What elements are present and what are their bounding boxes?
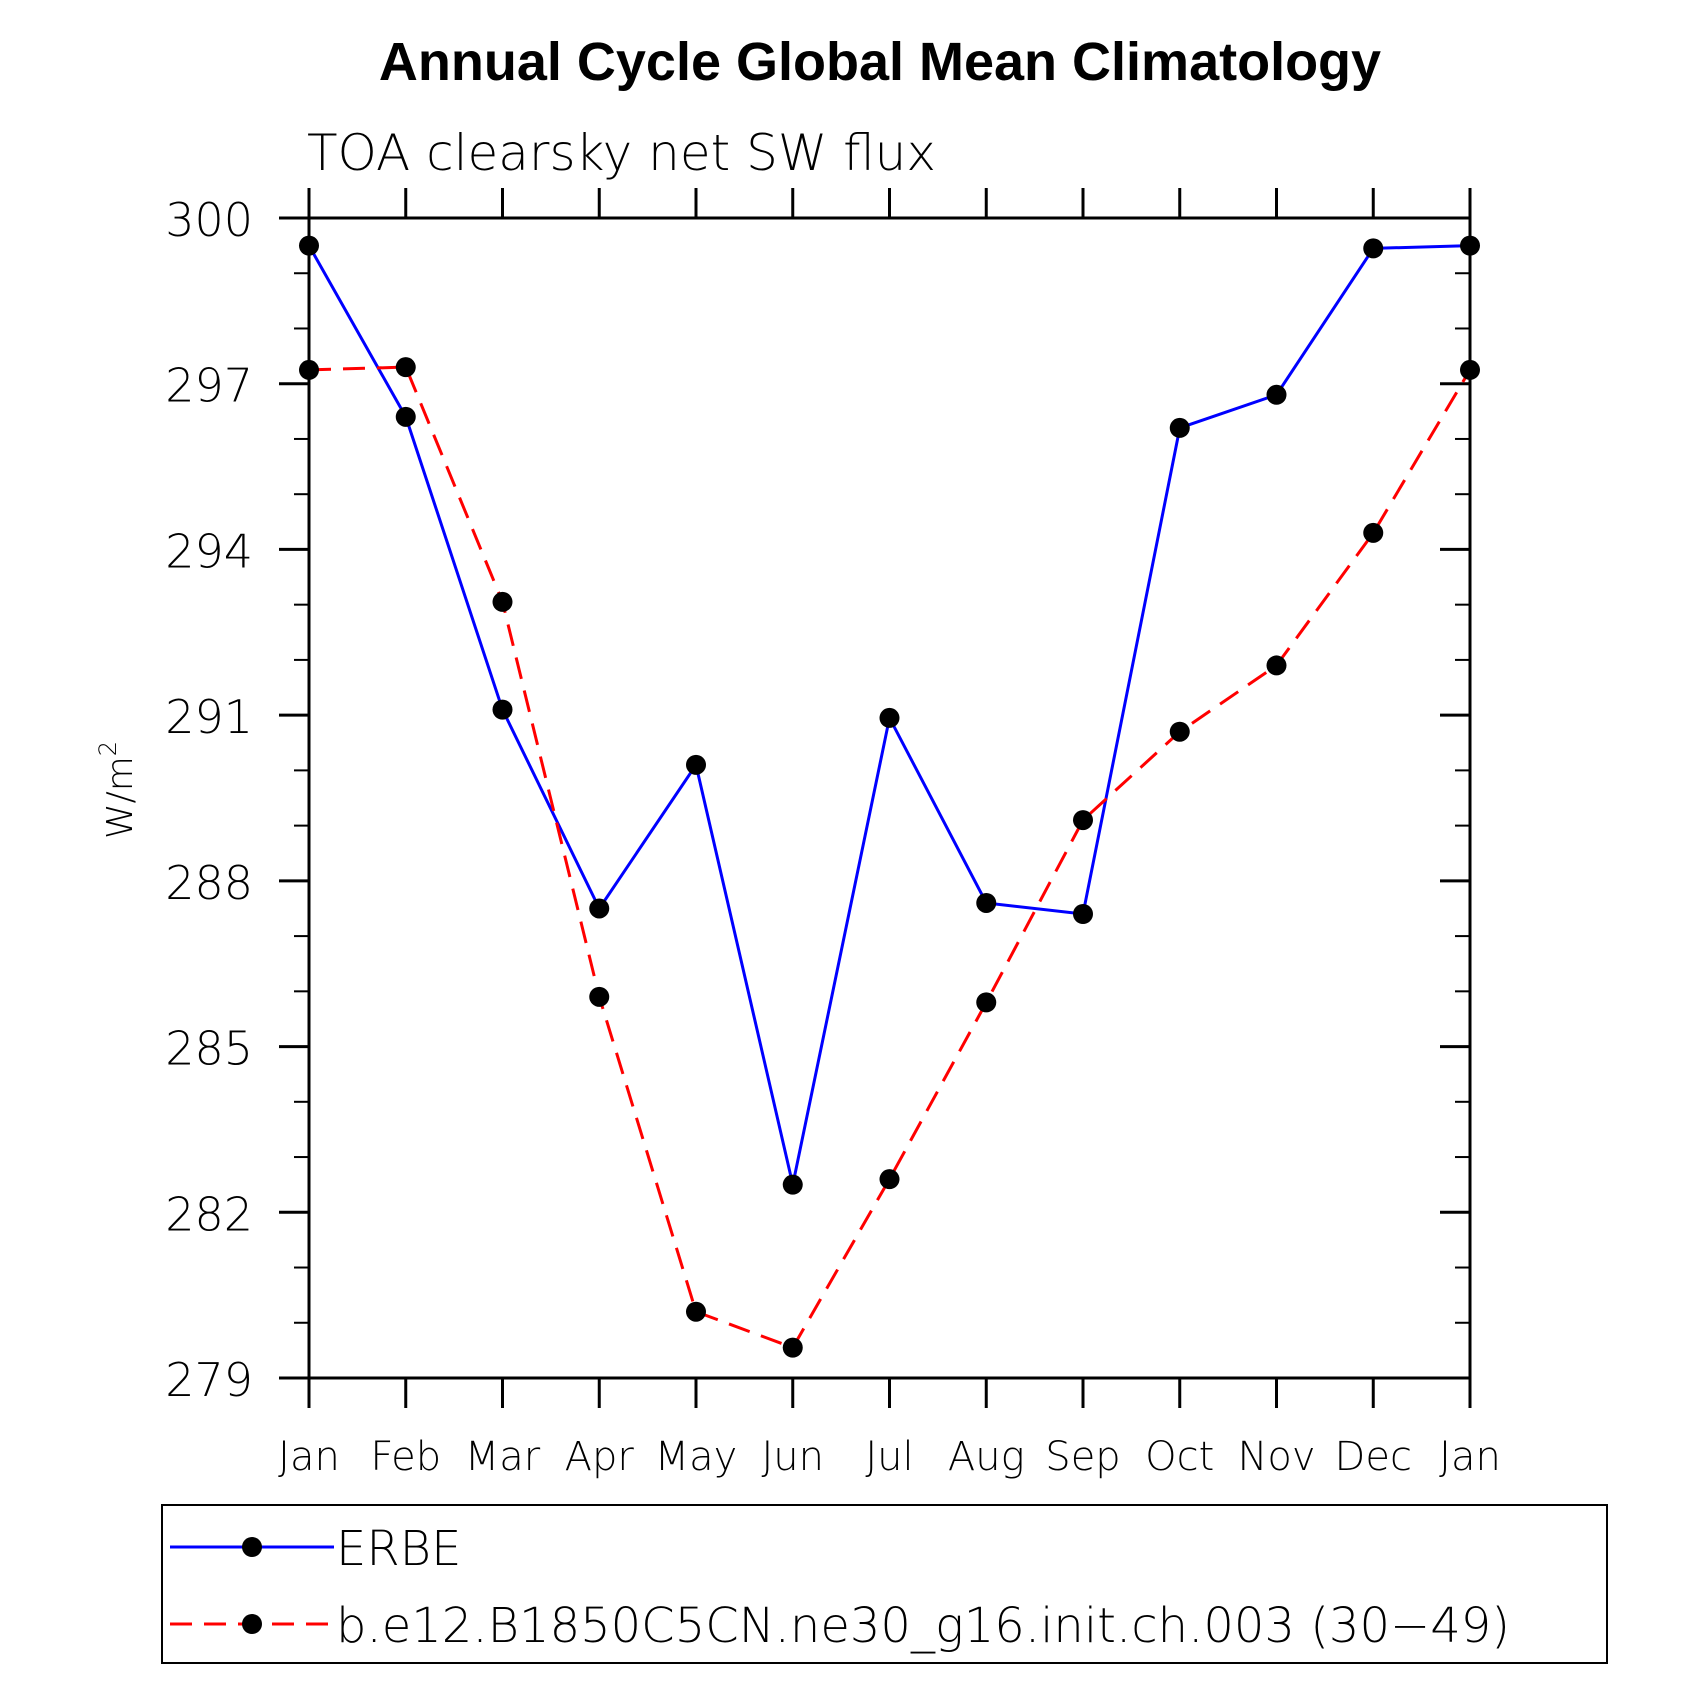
data-point <box>1363 238 1384 259</box>
y-axis-label: W/m2 <box>94 741 141 839</box>
legend-items: ERBE b.e12.B1850C5CN.ne30_g16.init.ch.003… <box>170 1521 1510 1654</box>
data-point <box>299 235 319 256</box>
data-point <box>1073 810 1093 831</box>
x-tick-label: Sep <box>1045 1434 1120 1480</box>
data-point <box>1460 359 1480 380</box>
plot-frame <box>307 216 1472 1380</box>
y-axis-label-exponent: 2 <box>94 741 122 756</box>
svg-text:W/m2: W/m2 <box>94 741 141 839</box>
data-point <box>976 892 997 913</box>
data-point <box>492 699 513 720</box>
axis-ticks <box>279 188 1472 1408</box>
data-point <box>976 992 997 1013</box>
x-tick-label: Jul <box>865 1434 913 1480</box>
y-tick-label: 291 <box>165 690 253 744</box>
data-point <box>395 357 416 378</box>
legend-label-1: ERBE <box>336 1521 461 1577</box>
x-tick-label: Jun <box>762 1434 825 1480</box>
data-point <box>1169 417 1190 438</box>
data-point <box>492 591 513 612</box>
x-tick-label: Jan <box>278 1434 340 1480</box>
x-tick-label: Apr <box>565 1434 635 1480</box>
data-point <box>1460 235 1480 256</box>
y-tick-label: 300 <box>165 193 253 247</box>
y-tick-label: 279 <box>165 1353 253 1407</box>
data-point <box>299 359 319 380</box>
data-point <box>1266 655 1287 676</box>
data-point <box>1073 904 1093 924</box>
y-tick-label: 297 <box>165 359 253 413</box>
legend-box <box>161 1504 1608 1664</box>
y-tick-label: 282 <box>165 1187 253 1241</box>
y-axis-label-text: W/m <box>100 756 141 839</box>
x-tick-label: Oct <box>1145 1434 1214 1480</box>
y-tick-label: 294 <box>165 524 253 578</box>
data-point <box>686 1301 706 1322</box>
series-points <box>299 235 1480 1358</box>
legend-marker-2 <box>242 1614 262 1634</box>
data-point <box>1266 384 1287 405</box>
chart-title: Annual Cycle Global Mean Climatology <box>379 32 1381 92</box>
y-tick-label: 288 <box>165 856 253 910</box>
x-tick-labels: Jan Feb Mar Apr May Jun Jul Aug Sep Oct Nov Dec Jan <box>278 1434 1501 1480</box>
data-point <box>686 754 706 775</box>
y-tick-labels: 279 282 285 288 291 294 297 300 <box>165 193 253 1407</box>
chart-subtitle: TOA clearsky net SW flux <box>307 124 936 182</box>
data-point <box>1363 522 1384 543</box>
x-tick-label: Aug <box>948 1434 1025 1480</box>
data-point <box>879 1169 900 1190</box>
legend-marker-1 <box>242 1537 262 1557</box>
series-line-2 <box>308 365 1472 1350</box>
data-point <box>879 707 900 728</box>
data-point <box>782 1174 803 1195</box>
data-point <box>589 986 610 1007</box>
x-tick-label: Feb <box>370 1434 441 1480</box>
y-tick-label: 285 <box>165 1022 253 1076</box>
x-tick-label: Nov <box>1237 1434 1315 1480</box>
data-point <box>1169 721 1190 742</box>
x-tick-label: Dec <box>1335 1434 1412 1480</box>
data-point <box>589 898 610 919</box>
data-point <box>395 406 416 427</box>
x-tick-label: Jan <box>1439 1434 1501 1480</box>
legend-label-2: b.e12.B1850C5CN.ne30_g16.init.ch.003 (30… <box>336 1598 1510 1654</box>
data-point <box>782 1337 803 1358</box>
x-tick-label: May <box>655 1434 738 1480</box>
legend: ERBE b.e12.B1850C5CN.ne30_g16.init.ch.003… <box>161 1504 1608 1664</box>
x-tick-label: Mar <box>465 1434 541 1480</box>
